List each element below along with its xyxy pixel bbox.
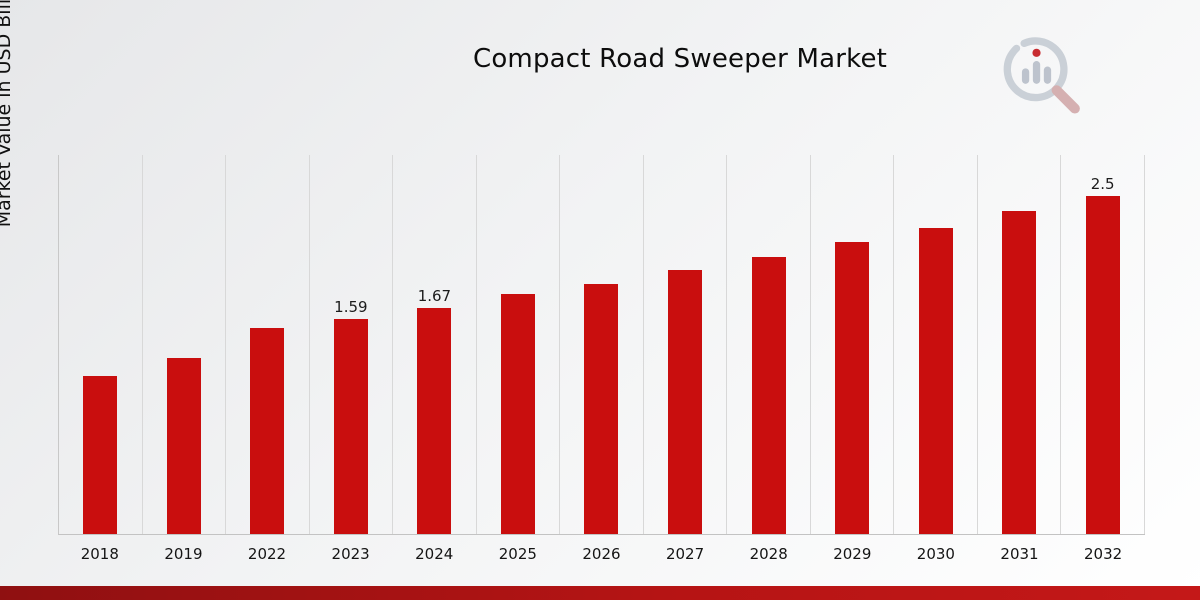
category-slot [560, 155, 644, 534]
plot-area: 1.59 1.67 2.5 [58, 155, 1145, 535]
bar-2029 [835, 241, 870, 534]
category-slot [727, 155, 811, 534]
bar-2022 [250, 328, 285, 534]
bar-2026 [584, 283, 619, 534]
bar-2023 [333, 318, 368, 534]
footer-accent-bar [0, 586, 1200, 600]
category-slot [894, 155, 978, 534]
x-tick-label: 2026 [582, 545, 621, 563]
bar-chart-magnifier-icon [1003, 37, 1080, 114]
x-tick-label: 2032 [1084, 545, 1123, 563]
category-slot: 2.5 [1061, 155, 1145, 534]
bar-2018 [83, 375, 118, 534]
x-tick-label: 2027 [665, 545, 705, 563]
x-tick-label: 2022 [247, 545, 287, 563]
bar-value-label: 1.67 [417, 286, 452, 305]
brand-logo [996, 30, 1088, 114]
bar-value-label: 2.5 [1090, 174, 1115, 193]
bar-2028 [751, 256, 786, 534]
bar-2024 [417, 307, 452, 534]
bar-value-label: 1.59 [334, 297, 368, 316]
category-slot [226, 155, 310, 534]
y-axis-label: Market Value in USD Billion [0, 0, 15, 228]
chart-title: Compact Road Sweeper Market [472, 44, 888, 74]
category-slot: 1.59 [310, 155, 394, 534]
x-tick-label: 2019 [164, 545, 203, 563]
x-tick-label: 2025 [498, 545, 537, 563]
x-tick-label: 2024 [415, 545, 454, 563]
category-slot [59, 155, 143, 534]
x-tick-label: 2018 [80, 545, 119, 563]
x-axis-ticks: 2018 2019 2022 2023 2024 2025 2026 2027 2028 2029… [58, 545, 1145, 563]
bar-2027 [667, 270, 702, 534]
bar-2030 [918, 228, 953, 534]
x-tick-label: 2028 [749, 545, 788, 563]
category-slot [811, 155, 895, 534]
category-slot [978, 155, 1062, 534]
category-slot [143, 155, 227, 534]
x-tick-label: 2029 [833, 545, 872, 563]
category-slot [477, 155, 561, 534]
x-tick-label: 2030 [916, 545, 955, 563]
bar-2019 [166, 358, 201, 534]
bar-2032 [1085, 195, 1120, 534]
x-tick-label: 2023 [331, 545, 370, 563]
category-slot [644, 155, 728, 534]
x-tick-label: 2031 [1000, 545, 1039, 563]
category-slot: 1.67 [393, 155, 477, 534]
bar-2025 [500, 294, 535, 534]
bar-2031 [1002, 210, 1037, 534]
